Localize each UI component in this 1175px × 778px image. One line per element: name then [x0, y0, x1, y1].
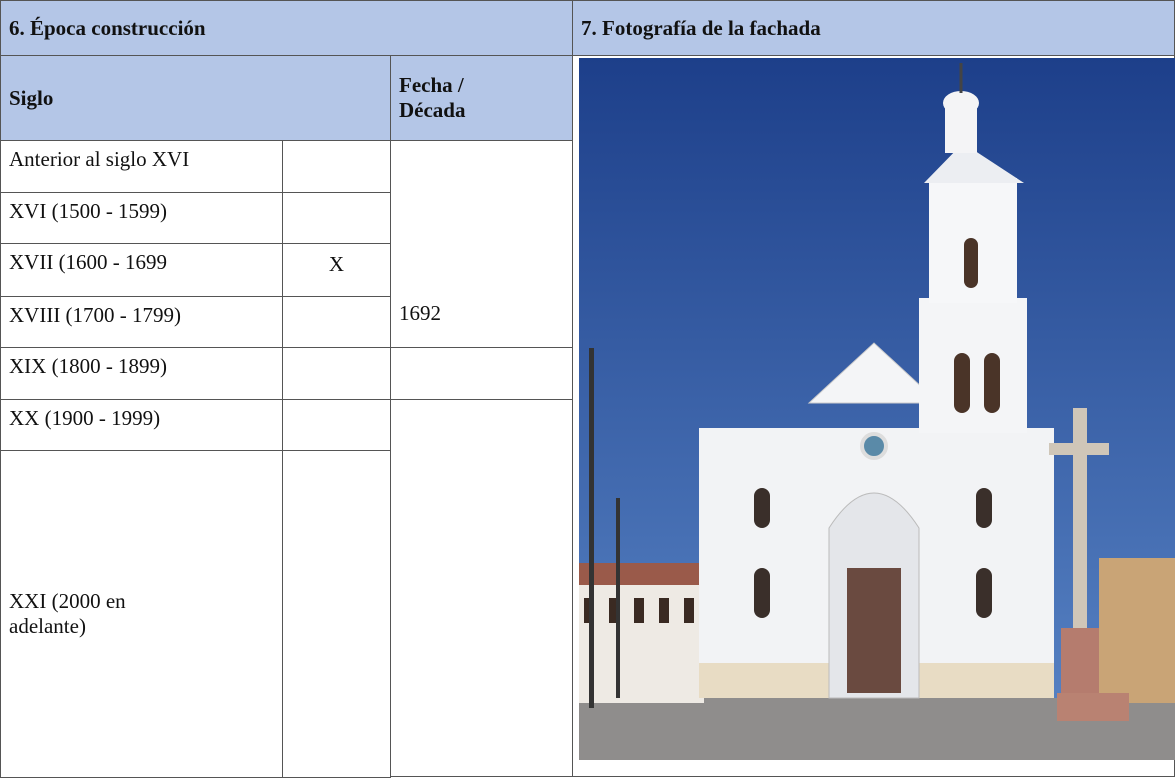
- siglo-cell: Anterior al siglo XVI: [0, 140, 283, 193]
- header-fecha-text: Fecha / Década: [399, 73, 466, 122]
- marca-cell: [282, 450, 391, 778]
- fecha-empty: [390, 399, 573, 777]
- section-6-title: 6. Época construcción: [0, 0, 573, 56]
- marca-cell: [282, 296, 391, 348]
- header-fecha: Fecha / Década: [390, 55, 573, 141]
- fecha-cell: 1692: [390, 140, 573, 348]
- siglo-cell: XXI (2000 en adelante): [0, 450, 283, 778]
- header-siglo: Siglo: [0, 55, 391, 141]
- marca-cell: [282, 140, 391, 193]
- siglo-cell: XIX (1800 - 1899): [0, 347, 283, 400]
- marca-cell: X: [282, 243, 391, 297]
- marca-cell: [282, 347, 391, 400]
- siglo-cell: XVIII (1700 - 1799): [0, 296, 283, 348]
- fecha-empty: [390, 347, 573, 400]
- marca-cell: [282, 192, 391, 244]
- section-7-title: 7. Fotografía de la fachada: [572, 0, 1175, 56]
- marca-cell: [282, 399, 391, 451]
- siglo-cell: XVI (1500 - 1599): [0, 192, 283, 244]
- siglo-cell: XVII (1600 - 1699: [0, 243, 283, 297]
- facade-photo: [579, 58, 1175, 760]
- siglo-cell: XX (1900 - 1999): [0, 399, 283, 451]
